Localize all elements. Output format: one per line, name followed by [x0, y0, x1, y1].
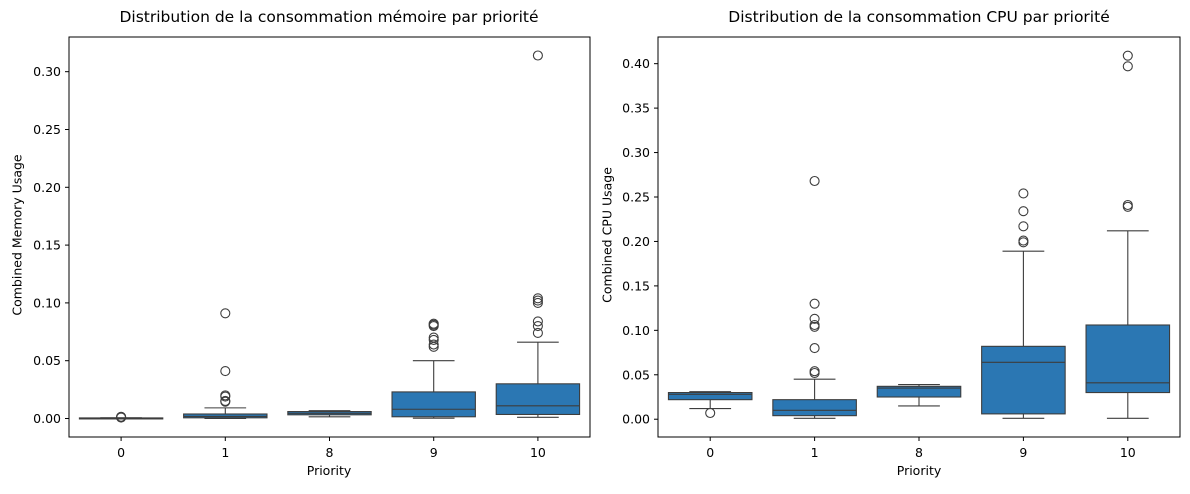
cpu-flier — [1018, 206, 1029, 217]
cpu-ytick-label: 0.30 — [622, 145, 650, 160]
memory-xtick-label: 9 — [430, 445, 438, 460]
memory-ytick-label: 0.20 — [33, 180, 61, 195]
cpu-flier — [1122, 50, 1133, 61]
cpu-xtick-label: 10 — [1120, 445, 1136, 460]
memory-flier — [428, 332, 439, 343]
memory-flier — [532, 316, 543, 327]
cpu-box — [1085, 324, 1171, 394]
cpu-flier — [809, 319, 820, 331]
cpu-ytick-label: 0.00 — [622, 412, 650, 427]
cpu-xtick-label: 1 — [811, 445, 819, 460]
cpu-flier — [1018, 221, 1029, 232]
cpu-ytick-label: 0.10 — [622, 323, 650, 338]
memory-flier — [532, 293, 543, 304]
memory-ytick-label: 0.00 — [33, 411, 61, 426]
cpu-box — [876, 385, 962, 398]
memory-box — [495, 383, 581, 416]
memory-xtick-label: 10 — [530, 445, 546, 460]
memory-flier — [532, 295, 543, 306]
cpu-xtick-label: 8 — [915, 445, 923, 460]
cpu-ytick-label: 0.20 — [622, 234, 650, 249]
memory-flier — [428, 339, 439, 350]
memory-ytick-label: 0.10 — [33, 295, 61, 310]
cpu-box — [981, 345, 1066, 415]
memory-ytick-label: 0.25 — [33, 122, 61, 137]
memory-flier — [532, 50, 543, 61]
cpu-box — [772, 399, 857, 417]
cpu-flier — [1018, 235, 1029, 246]
cpu-chart-title: Distribution de la consommation CPU par … — [728, 8, 1110, 26]
memory-flier — [220, 395, 231, 406]
memory-xtick-label: 8 — [326, 445, 334, 460]
cpu-chart-xlabel: Priority — [896, 463, 942, 478]
cpu-xtick-label: 0 — [706, 445, 714, 460]
cpu-flier — [1122, 61, 1133, 72]
memory-chart-ylabel: Combined Memory Usage — [9, 154, 25, 316]
cpu-xtick-label: 9 — [1019, 445, 1027, 460]
cpu-flier — [809, 366, 820, 377]
memory-ytick-label: 0.15 — [33, 238, 61, 253]
memory-flier — [532, 297, 543, 308]
memory-flier — [532, 327, 543, 339]
cpu-ytick-label: 0.05 — [622, 367, 650, 382]
memory-chart-title: Distribution de la consommation mémoire … — [119, 8, 539, 26]
cpu-ytick-label: 0.40 — [622, 56, 650, 71]
cpu-flier — [1018, 188, 1029, 199]
memory-flier — [220, 366, 231, 377]
cpu-flier — [1122, 199, 1133, 211]
memory-flier — [428, 334, 439, 345]
memory-flier — [428, 318, 439, 329]
memory-ytick-label: 0.05 — [33, 353, 61, 368]
cpu-flier — [705, 407, 716, 419]
cpu-ytick-label: 0.35 — [622, 101, 650, 116]
memory-plot-frame — [68, 36, 591, 438]
memory-flier — [220, 308, 231, 319]
cpu-flier — [809, 343, 820, 354]
memory-xtick-label: 0 — [117, 445, 125, 460]
cpu-chart-ylabel: Combined CPU Usage — [599, 167, 615, 303]
memory-flier — [220, 390, 231, 401]
cpu-plot-frame — [657, 36, 1181, 438]
memory-xtick-label: 1 — [221, 445, 229, 460]
cpu-ytick-label: 0.25 — [622, 190, 650, 205]
memory-chart-xlabel: Priority — [306, 463, 352, 478]
memory-flier — [532, 320, 543, 332]
cpu-flier — [809, 298, 820, 309]
memory-flier — [116, 411, 127, 422]
cpu-flier — [809, 313, 820, 324]
cpu-ytick-label: 0.15 — [622, 278, 650, 293]
cpu-flier — [809, 175, 820, 187]
memory-ytick-label: 0.30 — [33, 64, 61, 79]
cpu-box — [667, 392, 753, 401]
memory-box — [391, 391, 476, 418]
